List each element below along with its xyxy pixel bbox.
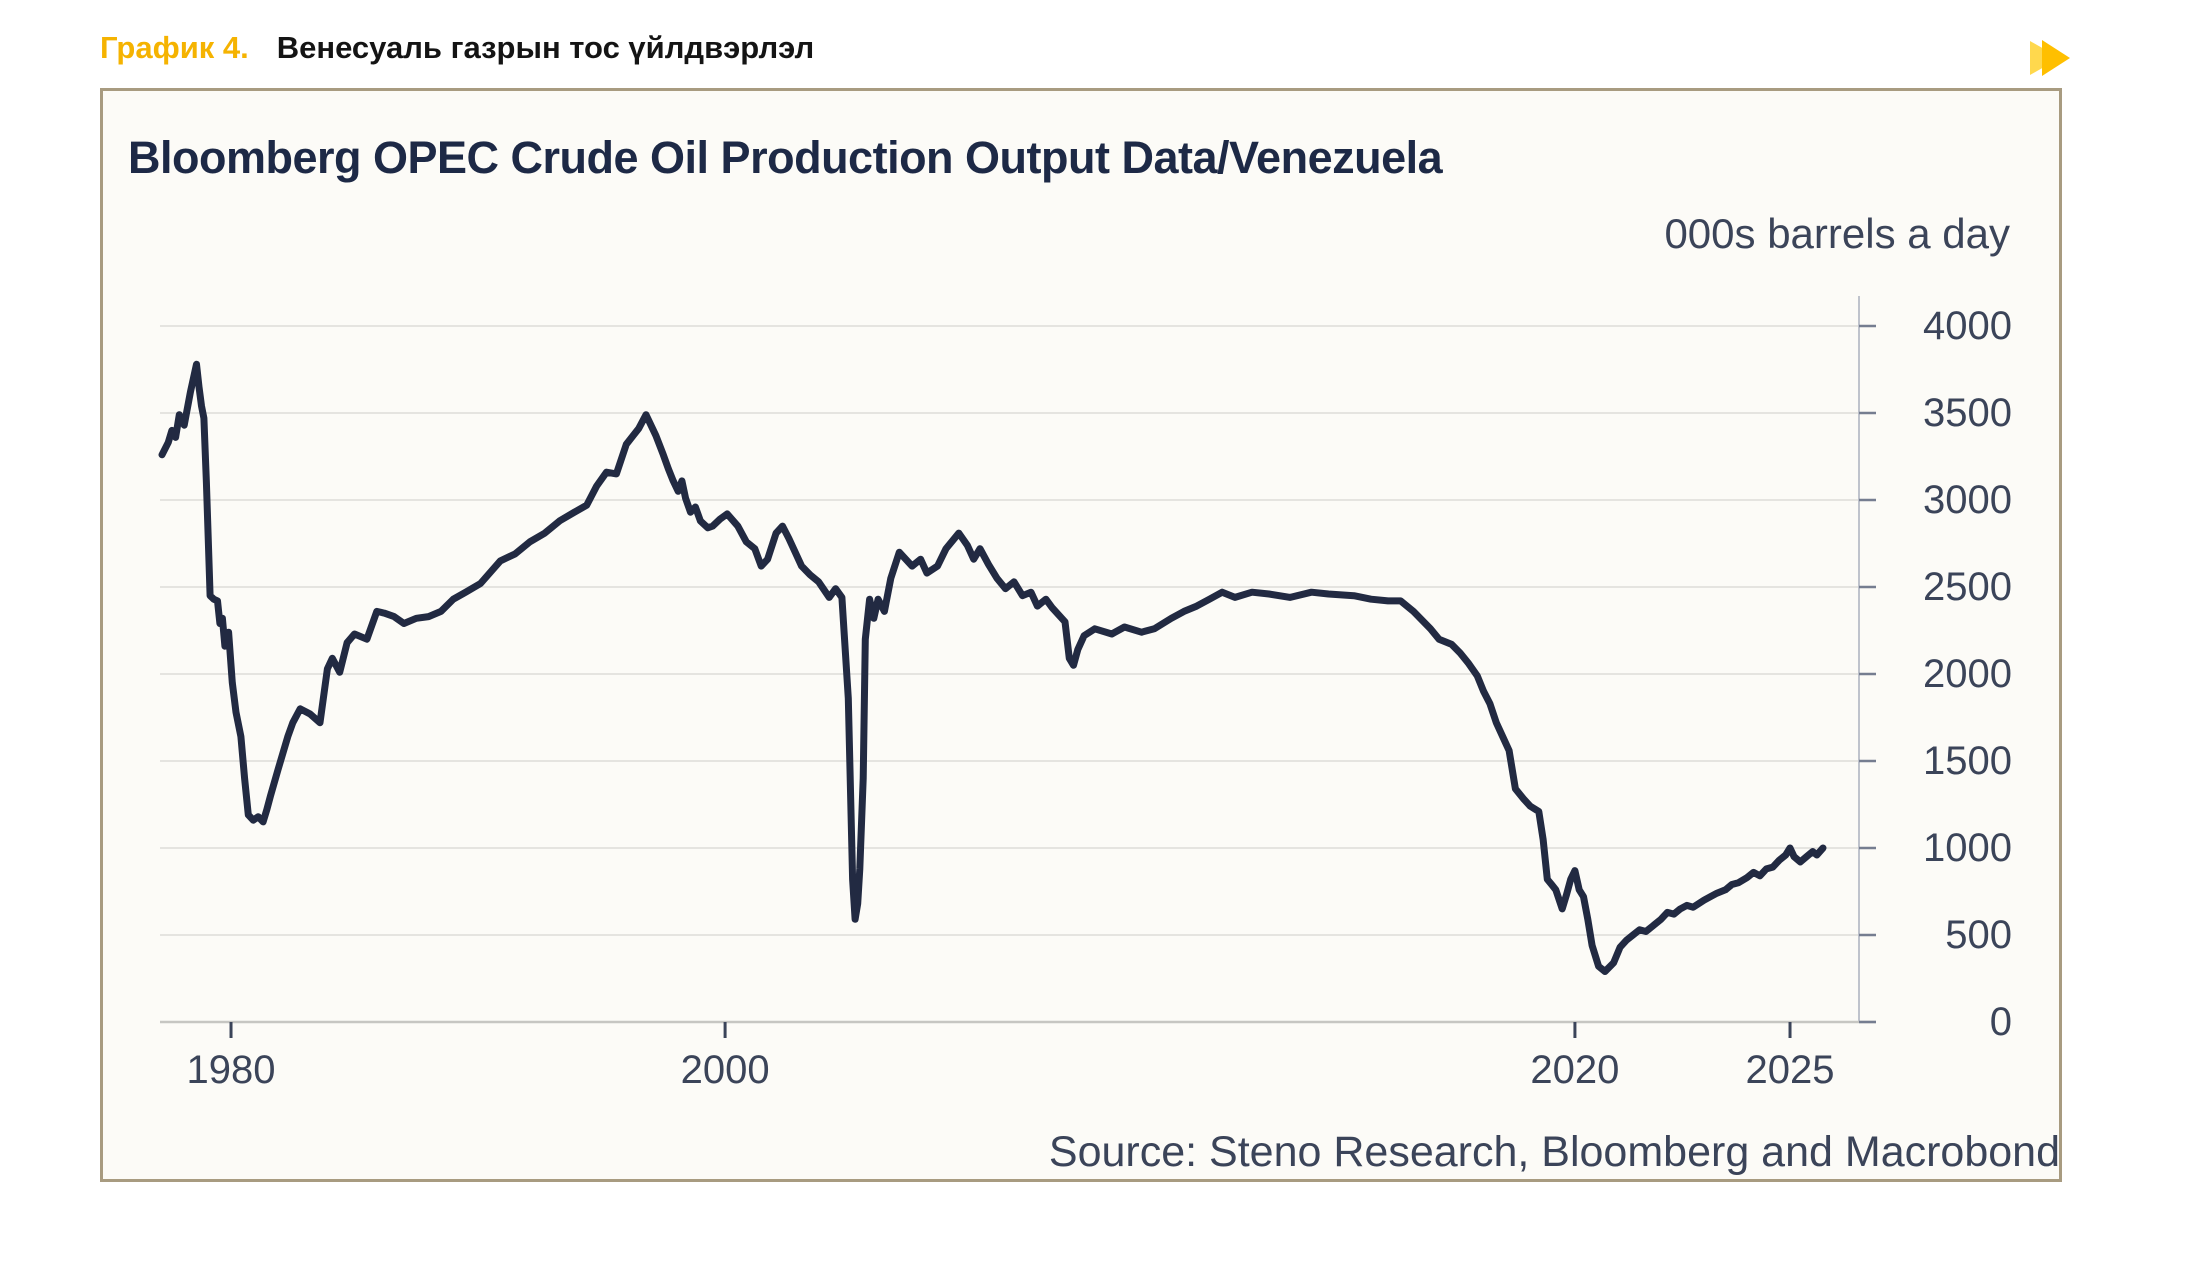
y-axis-tick-label: 1000 — [1923, 826, 2012, 870]
production-line-series — [158, 360, 1827, 975]
figure-title: Венесуаль газрын тос үйлдвэрлэл — [276, 30, 815, 65]
fast-forward-icon — [2030, 40, 2070, 76]
y-axis-tick-label: 1500 — [1923, 739, 2012, 783]
tick-marks — [229, 324, 1876, 1038]
chart-title: Bloomberg OPEC Crude Oil Production Outp… — [128, 132, 1443, 183]
gridlines — [160, 325, 1859, 936]
figure-header: График 4. Венесуаль газрын тос үйлдвэрлэл — [100, 30, 814, 66]
y-axis-tick-label: 2000 — [1923, 652, 2012, 696]
figure-number-label: График 4. — [100, 30, 249, 65]
y-axis-tick-label: 2500 — [1923, 565, 2012, 609]
x-axis-tick-label: 2025 — [1745, 1048, 1835, 1092]
axes — [160, 296, 1876, 1024]
x-axis-tick-label: 2020 — [1530, 1048, 1620, 1092]
source-label: Source: Steno Research, Bloomberg and Ma… — [1048, 1128, 2060, 1176]
y-axis-tick-label: 500 — [1945, 913, 2012, 957]
x-axis-tick-label: 1980 — [186, 1048, 276, 1092]
x-axis-tick-label: 2000 — [680, 1048, 770, 1092]
y-axis-tick-label: 4000 — [1923, 304, 2012, 348]
y-axis-unit-label: 000s barrels a day — [1664, 210, 2010, 257]
y-axis-tick-label: 0 — [1989, 1000, 2012, 1044]
y-axis-tick-label: 3500 — [1923, 391, 2012, 435]
y-axis-tick-label: 3000 — [1923, 478, 2012, 522]
